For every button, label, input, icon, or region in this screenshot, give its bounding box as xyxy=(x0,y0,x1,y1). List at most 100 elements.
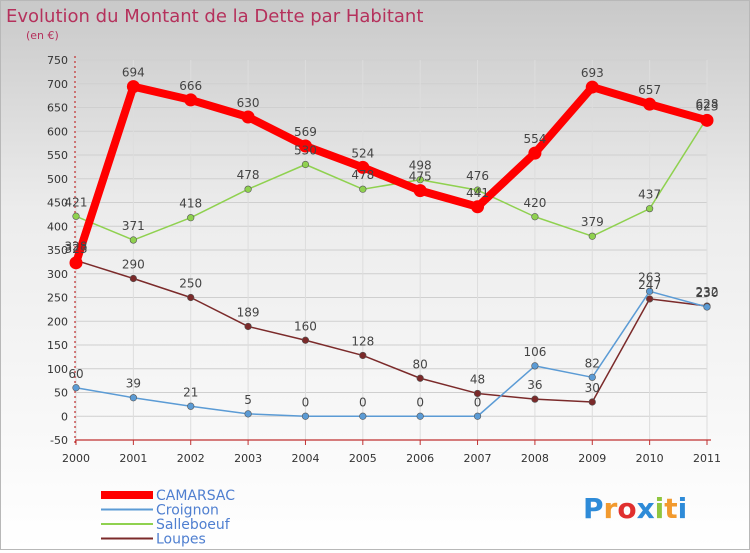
y-tick-label: 0 xyxy=(61,410,68,423)
series-line-croignon xyxy=(75,290,708,417)
data-label-loupes: 48 xyxy=(470,372,485,386)
y-tick-label: 350 xyxy=(47,244,68,257)
data-label-salleboeuf: 421 xyxy=(65,195,88,209)
data-label-salleboeuf: 418 xyxy=(179,197,202,211)
data-label-salleboeuf: 498 xyxy=(409,159,432,173)
data-point-salleboeuf xyxy=(244,185,252,193)
data-label-camarsac: 569 xyxy=(294,125,317,139)
data-point-croignon xyxy=(359,412,367,420)
x-tick-label: 2000 xyxy=(62,452,90,465)
data-point-salleboeuf xyxy=(72,212,80,220)
data-point-loupes xyxy=(129,274,137,283)
data-label-camarsac: 693 xyxy=(581,66,604,80)
data-label-croignon: 82 xyxy=(585,356,600,370)
data-point-salleboeuf xyxy=(531,213,539,221)
data-point-salleboeuf xyxy=(129,236,137,244)
axes: -500501001502002503003504004505005506006… xyxy=(47,54,721,465)
data-label-camarsac: 694 xyxy=(122,66,145,80)
data-label-loupes: 189 xyxy=(237,305,260,319)
series-line-salleboeuf xyxy=(75,117,708,241)
data-label-camarsac: 441 xyxy=(466,186,489,200)
data-point-salleboeuf xyxy=(301,160,310,169)
series-line-loupes xyxy=(75,259,708,403)
y-tick-label: -50 xyxy=(50,434,68,447)
legend-label: Croignon xyxy=(156,503,219,519)
data-label-croignon: 21 xyxy=(183,385,198,399)
data-label-salleboeuf: 371 xyxy=(122,219,145,233)
data-point-salleboeuf xyxy=(646,205,654,213)
data-point-croignon xyxy=(588,373,596,381)
data-point-camarsac xyxy=(241,110,255,124)
y-tick-label: 750 xyxy=(47,54,68,67)
data-label-loupes: 128 xyxy=(351,334,374,348)
y-tick-label: 200 xyxy=(47,315,68,328)
data-label-camarsac: 524 xyxy=(351,146,374,160)
data-point-camarsac xyxy=(69,256,83,270)
data-point-croignon xyxy=(531,362,539,370)
series-line-camarsac xyxy=(72,82,709,265)
data-label-croignon: 263 xyxy=(638,270,661,284)
x-tick-label: 2007 xyxy=(464,452,492,465)
data-point-croignon xyxy=(129,394,137,402)
data-label-salleboeuf: 420 xyxy=(523,196,546,210)
x-tick-label: 2009 xyxy=(578,452,606,465)
legend-label: Salleboeuf xyxy=(156,517,231,533)
y-tick-label: 300 xyxy=(47,268,68,281)
x-tick-label: 2002 xyxy=(177,452,205,465)
data-label-camarsac: 323 xyxy=(65,242,88,256)
data-label-croignon: 0 xyxy=(416,395,424,409)
data-label-camarsac: 554 xyxy=(523,132,546,146)
data-label-croignon: 5 xyxy=(244,393,252,407)
data-label-loupes: 290 xyxy=(122,258,145,272)
y-tick-label: 550 xyxy=(47,149,68,162)
data-point-camarsac xyxy=(471,200,485,214)
data-point-loupes xyxy=(473,389,482,398)
data-point-salleboeuf xyxy=(359,185,367,193)
data-label-loupes: 160 xyxy=(294,319,317,333)
data-label-croignon: 0 xyxy=(474,395,482,409)
x-tick-label: 2004 xyxy=(291,452,319,465)
data-point-loupes xyxy=(301,336,310,344)
y-tick-label: 400 xyxy=(47,220,68,233)
legend-label: Loupes xyxy=(156,532,206,548)
chart-title: Evolution du Montant de la Dette par Hab… xyxy=(6,6,423,27)
y-tick-label: 250 xyxy=(47,292,68,305)
logo-letter: o xyxy=(617,492,636,525)
data-point-croignon xyxy=(301,412,310,420)
data-label-loupes: 328 xyxy=(65,239,88,253)
data-point-croignon xyxy=(187,402,195,410)
data-point-camarsac xyxy=(585,80,599,94)
data-point-croignon xyxy=(646,287,654,295)
data-point-croignon xyxy=(703,303,711,311)
data-label-camarsac: 475 xyxy=(409,170,432,184)
data-point-croignon xyxy=(473,412,482,420)
data-point-camarsac xyxy=(298,139,312,153)
data-point-salleboeuf xyxy=(416,176,424,184)
data-label-loupes: 30 xyxy=(585,381,600,395)
logo-letter: i xyxy=(655,492,665,525)
data-label-loupes: 247 xyxy=(638,278,661,292)
series-lines xyxy=(69,80,714,420)
data-label-salleboeuf: 437 xyxy=(638,188,661,202)
y-tick-label: 500 xyxy=(47,173,68,186)
data-label-salleboeuf: 478 xyxy=(237,168,260,182)
data-point-loupes xyxy=(244,322,252,331)
data-point-salleboeuf xyxy=(588,232,596,240)
x-tick-label: 2008 xyxy=(521,452,549,465)
data-label-salleboeuf: 530 xyxy=(294,144,317,158)
y-tick-label: 150 xyxy=(47,339,68,352)
data-point-croignon xyxy=(72,384,80,392)
logo-letter: x xyxy=(637,492,655,525)
data-label-croignon: 0 xyxy=(302,395,310,409)
x-tick-label: 2006 xyxy=(406,452,434,465)
data-point-camarsac xyxy=(126,80,140,94)
data-point-camarsac xyxy=(528,146,542,160)
y-tick-label: 700 xyxy=(47,78,68,91)
x-tick-label: 2001 xyxy=(119,452,147,465)
chart-subtitle: (en €) xyxy=(26,29,59,42)
gridlines xyxy=(75,59,708,441)
data-label-camarsac: 630 xyxy=(237,96,260,110)
